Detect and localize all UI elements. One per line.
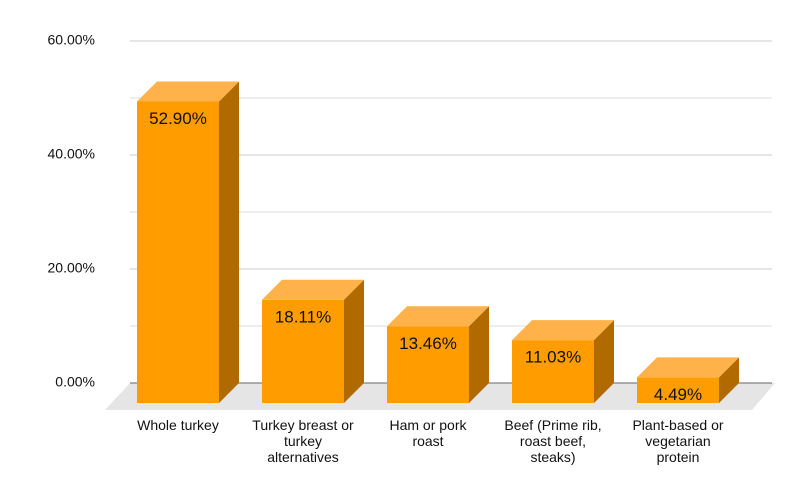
bar-top	[637, 357, 739, 378]
bar-front	[637, 377, 719, 403]
x-tick-label: Whole turkey	[137, 417, 219, 433]
x-tick-label: Beef (Prime rib, roast beef, steaks)	[504, 417, 601, 465]
bar-front	[512, 340, 594, 403]
bar-side	[344, 279, 364, 403]
y-tick-label: 0.00%	[55, 374, 95, 390]
value-label: 52.90%	[149, 109, 207, 128]
value-label: 4.49%	[654, 385, 702, 404]
x-tick-label: Ham or pork roast	[389, 417, 467, 449]
bar-side	[219, 81, 239, 403]
y-tick-label: 60.00%	[48, 32, 95, 48]
bar-top	[387, 306, 489, 327]
value-label: 18.11%	[275, 307, 331, 326]
bar-side	[469, 306, 489, 403]
bar-front	[387, 326, 469, 403]
bar	[637, 357, 739, 403]
x-tick-label: Plant-based or vegetarian protein	[632, 417, 723, 465]
bar-top	[262, 279, 364, 300]
y-tick-label: 40.00%	[48, 146, 95, 162]
bar	[512, 320, 614, 403]
bar-top	[512, 320, 614, 341]
bar-front	[262, 299, 344, 403]
bar	[387, 306, 489, 403]
x-tick-label: Turkey breast or turkey alternatives	[252, 417, 354, 465]
value-label: 11.03%	[525, 348, 581, 367]
y-tick-label: 20.00%	[48, 260, 95, 276]
bar-side	[594, 320, 614, 403]
bar-front	[137, 101, 219, 403]
value-label: 13.46%	[399, 334, 457, 353]
bar	[137, 81, 239, 403]
bar	[262, 279, 364, 403]
bar-side	[719, 357, 739, 403]
bar-top	[137, 81, 239, 102]
